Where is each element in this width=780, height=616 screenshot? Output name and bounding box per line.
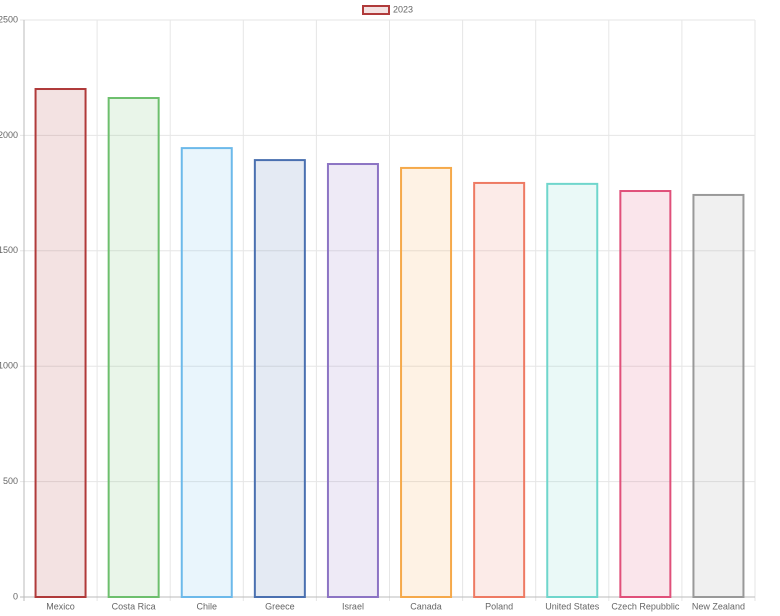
y-tick-label: 2500 xyxy=(0,14,18,24)
x-tick-label: New Zealand xyxy=(692,601,745,611)
bar xyxy=(34,88,87,599)
x-tick-label: United States xyxy=(545,601,600,611)
x-tick-label: Chile xyxy=(196,601,217,611)
y-tick-label: 1500 xyxy=(0,245,18,255)
bar xyxy=(180,147,233,598)
x-tick-label: Poland xyxy=(485,601,513,611)
x-tick-label: Canada xyxy=(410,601,442,611)
bar xyxy=(400,166,453,598)
x-tick-label: Costa Rica xyxy=(112,601,156,611)
y-tick-label: 2000 xyxy=(0,130,18,140)
bar xyxy=(619,190,672,598)
legend-label: 2023 xyxy=(393,4,413,14)
bar xyxy=(253,159,306,598)
bar xyxy=(692,193,745,598)
x-tick-label: Greece xyxy=(265,601,295,611)
y-tick-label: 0 xyxy=(13,591,18,601)
y-tick-label: 500 xyxy=(3,476,18,486)
bar xyxy=(546,182,599,598)
y-tick-label: 1000 xyxy=(0,361,18,371)
x-tick-label: Israel xyxy=(342,601,364,611)
bar xyxy=(326,163,379,598)
x-tick-label: Czech Repubblic xyxy=(611,601,680,611)
bar xyxy=(107,97,160,598)
x-tick-label: Mexico xyxy=(46,601,75,611)
bar xyxy=(473,181,526,598)
legend-swatch xyxy=(362,5,390,15)
